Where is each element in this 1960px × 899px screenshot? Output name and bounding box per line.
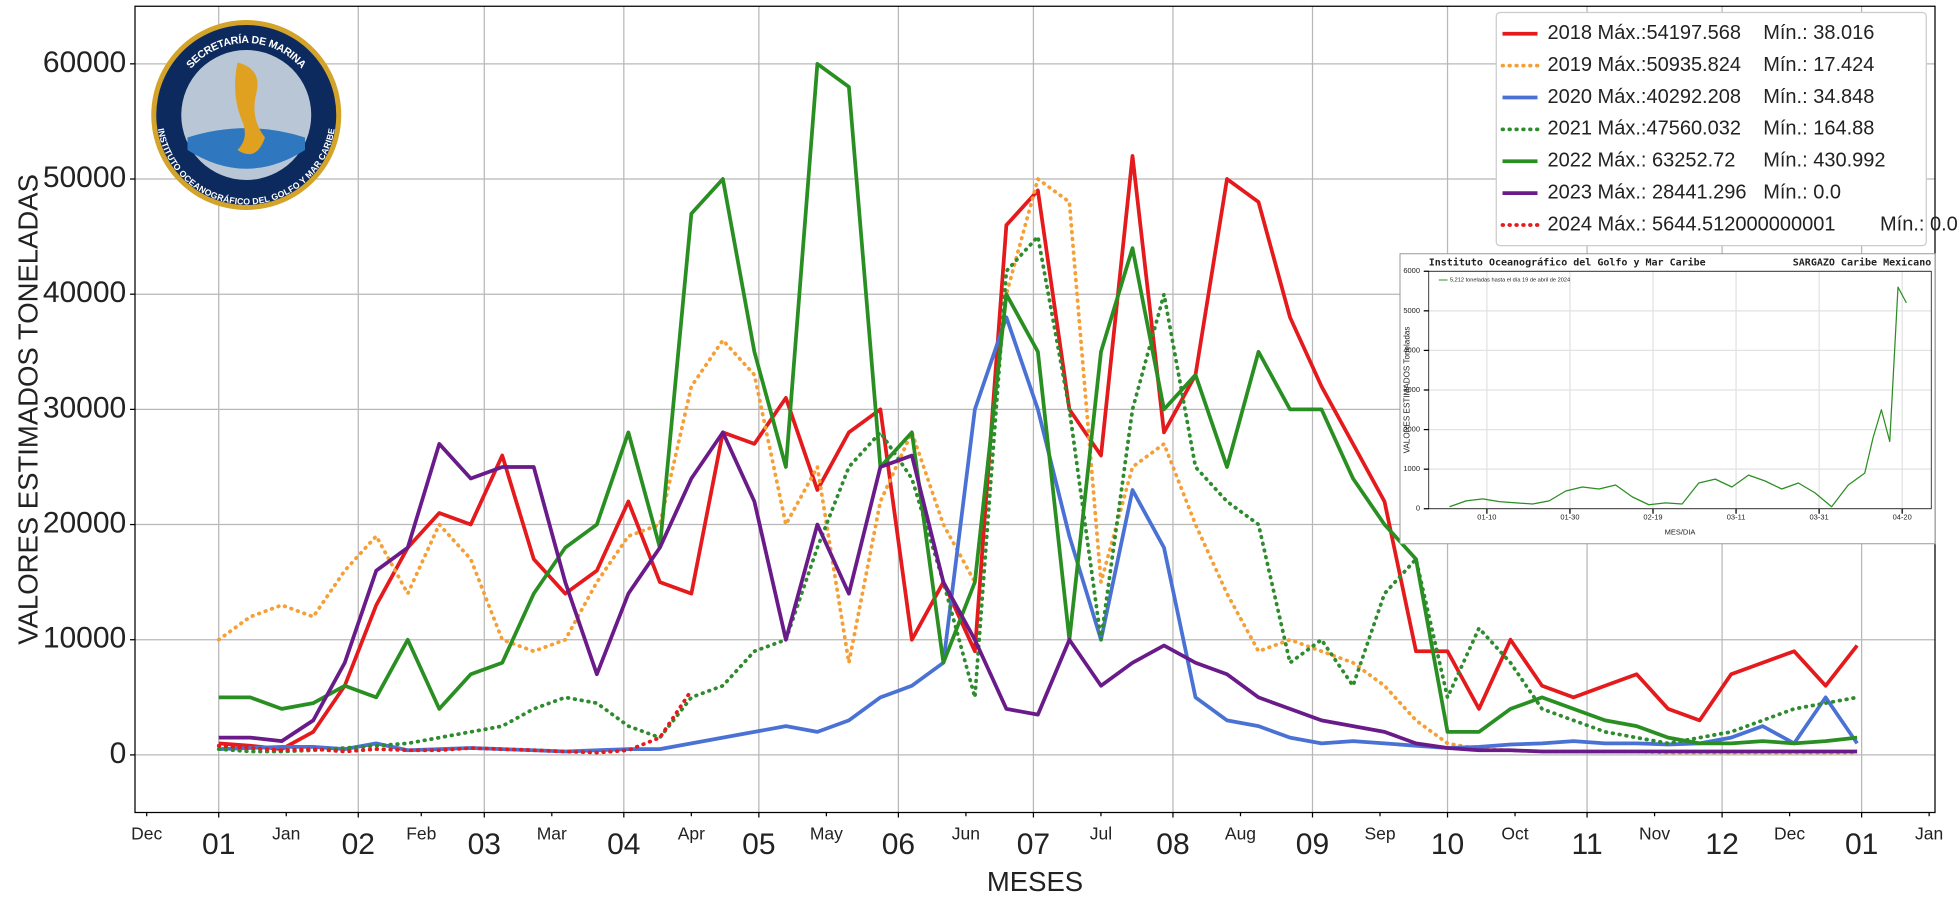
y-tick-label: 6000 [1403, 266, 1420, 275]
y-tick-label: 3000 [1403, 385, 1420, 394]
series-line [218, 430, 1858, 754]
y-tick-label: 20000 [43, 506, 126, 539]
legend-label: 5,212 toneladas hasta el día 19 de abril… [1450, 277, 1570, 283]
x-tick-label: 12 [1705, 828, 1738, 861]
y-tick-label: 60000 [43, 46, 126, 79]
series-line [1449, 286, 1907, 508]
x-axis-label: MESES [987, 866, 1083, 897]
x-tick-label: 09 [1296, 828, 1329, 861]
y-tick-label: 2000 [1403, 425, 1420, 434]
x-minor-tick-label: Oct [1501, 824, 1528, 844]
x-minor-tick-label: Sep [1364, 824, 1395, 844]
series-line [216, 234, 1859, 754]
legend-label: 2020 Máx.:40292.208 Mín.: 34.848 [1548, 86, 1875, 108]
y-axis-label: VALORES ESTIMADOS TONELADAS [12, 174, 43, 645]
plot-frame [1428, 270, 1932, 510]
y-tick-label: 4000 [1403, 345, 1420, 354]
y-axis-label: VALORES ESTIMADOS Toneladas [1403, 327, 1412, 454]
x-tick-label: 03-11 [1727, 512, 1746, 521]
x-minor-tick-label: Jul [1090, 824, 1112, 844]
x-minor-tick-label: Apr [678, 824, 705, 844]
x-axis-label: MES/DIA [1665, 527, 1696, 536]
y-tick-label: 10000 [43, 622, 126, 655]
x-minor-tick-label: Dec [1774, 824, 1805, 844]
series-line [218, 154, 1859, 751]
x-tick-label: 01 [202, 828, 235, 861]
x-tick-label: 01-30 [1560, 512, 1579, 521]
legend-label: 2024 Máx.: 5644.512000000001 Mín.: 0.0 [1548, 213, 1958, 235]
x-minor-tick-label: Dec [131, 824, 162, 844]
y-tick-label: 50000 [43, 161, 126, 194]
x-tick-label: 01 [1845, 828, 1878, 861]
x-tick-label: 08 [1156, 828, 1189, 861]
logo: SECRETARÍA DE MARINA INSTITUTO OCEANOGRÁ… [151, 20, 342, 210]
x-tick-label: 10 [1431, 828, 1464, 861]
y-tick-label: 0 [1416, 504, 1420, 513]
legend-label: 2019 Máx.:50935.824 Mín.: 17.424 [1548, 54, 1875, 76]
x-minor-tick-label: Aug [1225, 824, 1256, 844]
y-tick-label: 5000 [1403, 306, 1420, 315]
inset-subtitle: SARGAZO Caribe Mexicano [1793, 257, 1931, 269]
legend-label: 2021 Máx.:47560.032 Mín.: 164.88 [1548, 118, 1875, 140]
y-tick-label: 1000 [1403, 464, 1420, 473]
y-tick-label: 30000 [43, 391, 126, 424]
x-minor-tick-label: Jan [272, 824, 300, 844]
x-tick-label: 06 [882, 828, 915, 861]
x-tick-label: 05 [742, 828, 775, 861]
series-line [218, 61, 1858, 746]
x-tick-label: 03 [468, 828, 501, 861]
x-tick-label: 04 [607, 828, 640, 861]
legend-box [1495, 11, 1927, 247]
legend-label: 2022 Máx.: 63252.72 Mín.: 430.992 [1548, 150, 1886, 172]
x-tick-label: 01-10 [1477, 512, 1496, 521]
legend-label: 2018 Máx.:54197.568 Mín.: 38.016 [1548, 22, 1875, 44]
x-minor-tick-label: May [810, 824, 843, 844]
x-minor-tick-label: Jun [952, 824, 980, 844]
y-tick-label: 40000 [43, 276, 126, 309]
x-minor-tick-label: Mar [537, 824, 567, 844]
x-tick-label: 03-31 [1810, 512, 1829, 521]
x-tick-label: 11 [1571, 828, 1602, 861]
x-minor-tick-label: Nov [1639, 824, 1670, 844]
x-tick-label: 04-20 [1893, 512, 1912, 521]
x-minor-tick-label: Feb [406, 824, 436, 844]
x-tick-label: 02-19 [1643, 512, 1662, 521]
inset-title: Instituto Oceanográfico del Golfo y Mar … [1429, 257, 1706, 269]
x-tick-label: 02 [342, 828, 375, 861]
x-minor-tick-label: Jan [1915, 824, 1943, 844]
logo-seahorse [235, 62, 265, 155]
legend-label: 2023 Máx.: 28441.296 Mín.: 0.0 [1548, 181, 1842, 203]
y-tick-label: 0 [110, 737, 127, 770]
inset-chart: Instituto Oceanográfico del Golfo y Mar … [1399, 253, 1936, 545]
x-tick-label: 07 [1017, 828, 1050, 861]
